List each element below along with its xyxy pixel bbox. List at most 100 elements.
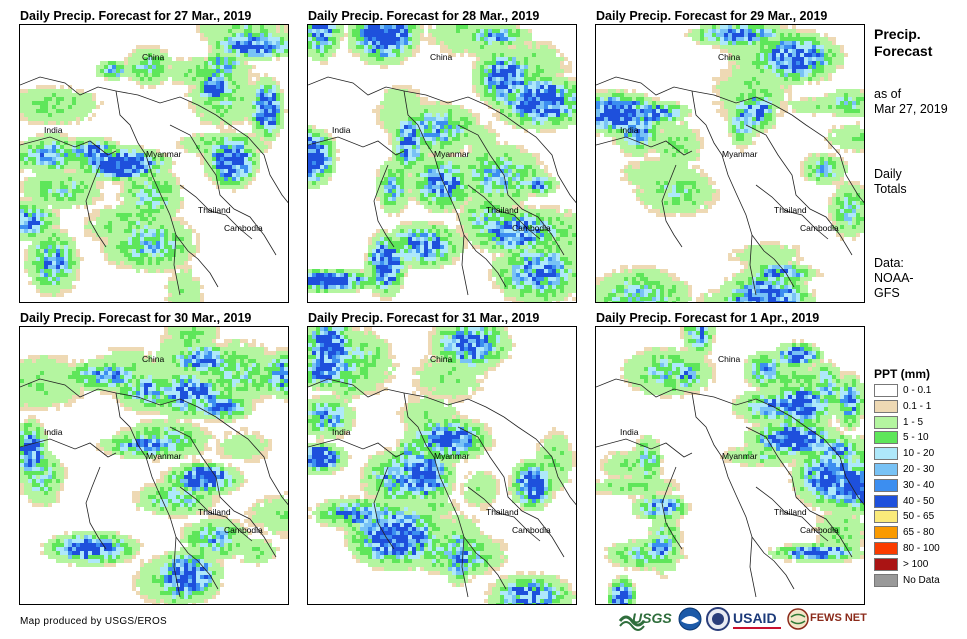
- noaa-logo-icon: [678, 607, 702, 631]
- place-label-thailand: Thailand: [774, 507, 807, 517]
- country-borders: [20, 76, 288, 296]
- panel-title-5: Daily Precip. Forecast for 31 Mar., 2019: [308, 311, 540, 325]
- panel-title-1: Daily Precip. Forecast for 27 Mar., 2019: [20, 9, 252, 23]
- legend-label: 30 - 40: [903, 479, 935, 491]
- fewsnet-logo: FEWS NET: [786, 607, 867, 636]
- place-label-china: China: [718, 354, 741, 364]
- country-borders: [308, 378, 576, 598]
- legend-swatch: [874, 415, 898, 429]
- place-label-thailand: Thailand: [774, 205, 807, 215]
- place-label-china: China: [430, 354, 453, 364]
- place-label-cambodia: Cambodia: [512, 223, 551, 233]
- data-line3: GFS: [874, 286, 900, 300]
- place-label-india: India: [332, 427, 351, 437]
- usgs-logo-text: USGS: [632, 610, 672, 626]
- place-label-myanmar: Myanmar: [722, 149, 758, 159]
- precip-map: [308, 327, 576, 604]
- totals-label: Daily Totals: [874, 167, 907, 197]
- place-label-thailand: Thailand: [198, 205, 231, 215]
- place-label-myanmar: Myanmar: [146, 451, 182, 461]
- legend-swatch: [874, 510, 898, 524]
- legend-title: PPT (mm): [874, 367, 931, 381]
- usaid-logo-text: USAID: [733, 610, 777, 626]
- usgs-logo-icon: [618, 615, 646, 631]
- place-label-cambodia: Cambodia: [224, 525, 263, 535]
- precip-cells: [308, 25, 576, 302]
- seal-icon: [706, 607, 730, 631]
- legend-label: 1 - 5: [903, 416, 924, 428]
- as-of-date: as of Mar 27, 2019: [874, 87, 948, 117]
- precip-map: [20, 327, 288, 604]
- place-label-india: India: [620, 125, 639, 135]
- legend-swatch: [874, 557, 898, 571]
- place-label-china: China: [430, 52, 453, 62]
- place-label-india: India: [620, 427, 639, 437]
- data-line2: NOAA-: [874, 271, 914, 285]
- map-panel: China India Myanmar Thailand Cambodia: [595, 24, 865, 303]
- place-label-cambodia: Cambodia: [512, 525, 551, 535]
- precip-cells: [596, 327, 864, 604]
- legend-label: 0.1 - 1: [903, 400, 932, 412]
- country-borders: [20, 378, 288, 598]
- place-label-china: China: [142, 354, 165, 364]
- place-label-myanmar: Myanmar: [722, 451, 758, 461]
- panel-title-6: Daily Precip. Forecast for 1 Apr., 2019: [596, 311, 820, 325]
- legend-label: 10 - 20: [903, 448, 935, 460]
- place-label-india: India: [44, 125, 63, 135]
- legend-swatch: [874, 463, 898, 476]
- usgs-logo: USGS: [618, 607, 674, 636]
- data-line1: Data:: [874, 256, 904, 270]
- precip-cells: [596, 25, 864, 302]
- map-panel: China India Myanmar Thailand Cambodia: [19, 24, 289, 303]
- country-borders: [308, 76, 576, 296]
- map-panel: China India Myanmar Thailand Cambodia: [19, 326, 289, 605]
- side-title-line2: Forecast: [874, 43, 933, 59]
- globe-icon: [787, 608, 809, 630]
- as-of-line1: as of: [874, 87, 902, 101]
- totals-line2: Totals: [874, 182, 907, 196]
- map-panel: China India Myanmar Thailand Cambodia: [307, 326, 577, 605]
- legend-label: 20 - 30: [903, 464, 935, 475]
- panel-title-3: Daily Precip. Forecast for 29 Mar., 2019: [596, 9, 828, 23]
- footer-credit: Map produced by USGS/EROS: [20, 616, 168, 627]
- map-panel: China India Myanmar Thailand Cambodia: [595, 326, 865, 605]
- data-source: Data: NOAA- GFS: [874, 256, 914, 301]
- place-label-thailand: Thailand: [198, 507, 231, 517]
- place-label-india: India: [332, 125, 351, 135]
- legend-label: > 100: [903, 558, 929, 570]
- legend-swatch: [874, 447, 898, 461]
- legend-swatch: [874, 384, 898, 397]
- panel-title-2: Daily Precip. Forecast for 28 Mar., 2019: [308, 9, 540, 23]
- precip-map: [308, 25, 576, 302]
- legend-swatch: [874, 478, 898, 492]
- as-of-line2: Mar 27, 2019: [874, 102, 948, 116]
- usaid-underline: [733, 627, 781, 629]
- legend-swatch: [874, 573, 898, 587]
- place-label-india: India: [44, 427, 63, 437]
- place-label-cambodia: Cambodia: [800, 223, 839, 233]
- place-label-myanmar: Myanmar: [146, 149, 182, 159]
- place-label-china: China: [718, 52, 741, 62]
- legend-label: 0 - 0.1: [903, 385, 932, 396]
- precip-map: [596, 327, 864, 604]
- place-label-myanmar: Myanmar: [434, 149, 470, 159]
- side-title: Precip. Forecast: [874, 26, 932, 60]
- legend-label: 80 - 100: [903, 543, 940, 554]
- legend-label: 65 - 80: [903, 527, 935, 539]
- side-title-line1: Precip.: [874, 26, 921, 42]
- country-borders: [596, 378, 864, 598]
- legend-swatch: [874, 399, 898, 413]
- place-label-china: China: [142, 52, 165, 62]
- legend-swatch: [874, 526, 898, 540]
- legend-label: 5 - 10: [903, 432, 929, 444]
- legend-swatch: [874, 431, 898, 445]
- fewsnet-logo-text: FEWS NET: [810, 612, 867, 624]
- precip-cells: [308, 327, 576, 604]
- precip-cells: [20, 327, 288, 604]
- place-label-myanmar: Myanmar: [434, 451, 470, 461]
- legend-label: 40 - 50: [903, 495, 935, 507]
- precip-cells: [20, 25, 288, 302]
- place-label-cambodia: Cambodia: [224, 223, 263, 233]
- precip-map: [20, 25, 288, 302]
- noaa-logo: [678, 607, 702, 636]
